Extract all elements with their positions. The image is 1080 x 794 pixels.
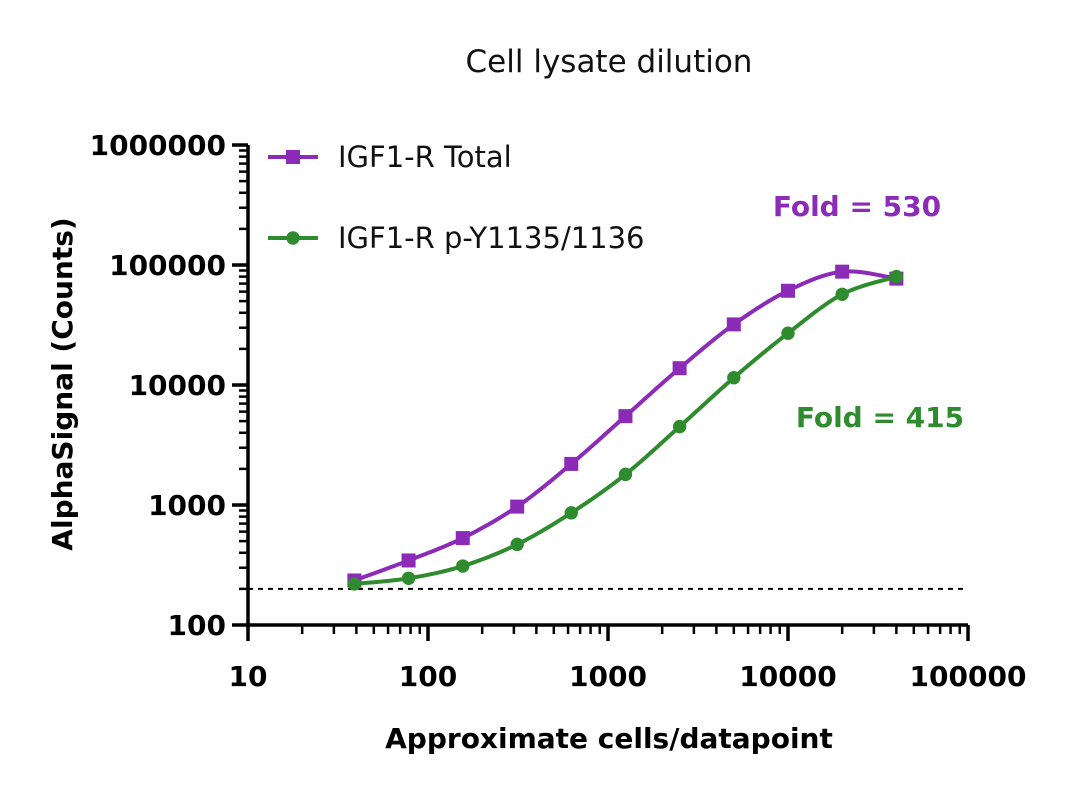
- data-point-igf1r-total: [781, 283, 795, 298]
- legend-label-igf1r-total: IGF1-R Total: [338, 140, 512, 174]
- y-tick-label: 10000: [129, 369, 226, 402]
- data-point-igf1r-total: [672, 361, 687, 376]
- data-point-igf1r-phospho: [456, 559, 470, 573]
- data-point-igf1r-total: [401, 553, 416, 568]
- y-tick-label: 1000: [148, 489, 226, 522]
- x-tick-label: 1000: [569, 660, 647, 693]
- fold-label-igf1r-total: Fold = 530: [773, 190, 941, 223]
- data-point-igf1r-phospho: [727, 371, 741, 385]
- data-point-igf1r-phospho: [401, 571, 416, 586]
- legend-marker-igf1r-phospho: [286, 231, 300, 245]
- data-point-igf1r-total: [618, 409, 633, 424]
- legend-marker-igf1r-total: [286, 150, 300, 164]
- y-axis-label: AlphaSignal (Counts): [46, 217, 79, 550]
- fold-label-igf1r-phospho: Fold = 415: [796, 401, 964, 434]
- data-point-igf1r-phospho: [510, 537, 524, 552]
- data-point-igf1r-total: [564, 456, 579, 471]
- data-point-igf1r-phospho: [564, 506, 578, 520]
- data-point-igf1r-total: [726, 317, 741, 332]
- data-point-igf1r-total: [455, 531, 470, 546]
- y-tick-label: 100: [168, 609, 226, 642]
- chart-title: Cell lysate dilution: [466, 44, 753, 80]
- data-point-igf1r-total: [835, 264, 850, 279]
- x-tick-label: 10000: [739, 660, 836, 693]
- series-igf1r-phospho: [347, 269, 904, 591]
- data-point-igf1r-phospho: [347, 577, 362, 591]
- legend: IGF1-R Total IGF1-R p-Y1135/1136: [268, 140, 645, 255]
- y-tick-label: 1000000: [90, 129, 226, 162]
- data-point-igf1r-phospho: [618, 467, 633, 482]
- data-point-igf1r-total: [510, 499, 525, 514]
- series-layer: [347, 264, 904, 591]
- x-tick-label: 10: [229, 660, 268, 693]
- legend-label-igf1r-phospho: IGF1-R p-Y1135/1136: [338, 221, 645, 255]
- x-axis-label: Approximate cells/datapoint: [385, 722, 833, 755]
- data-point-igf1r-phospho: [781, 326, 795, 340]
- data-point-igf1r-phospho: [672, 419, 687, 434]
- data-point-igf1r-phospho: [835, 287, 849, 301]
- y-tick-label: 100000: [109, 249, 226, 282]
- x-tick-label: 100: [399, 660, 457, 693]
- x-tick-label: 100000: [910, 660, 1027, 693]
- data-point-igf1r-phospho: [889, 269, 904, 284]
